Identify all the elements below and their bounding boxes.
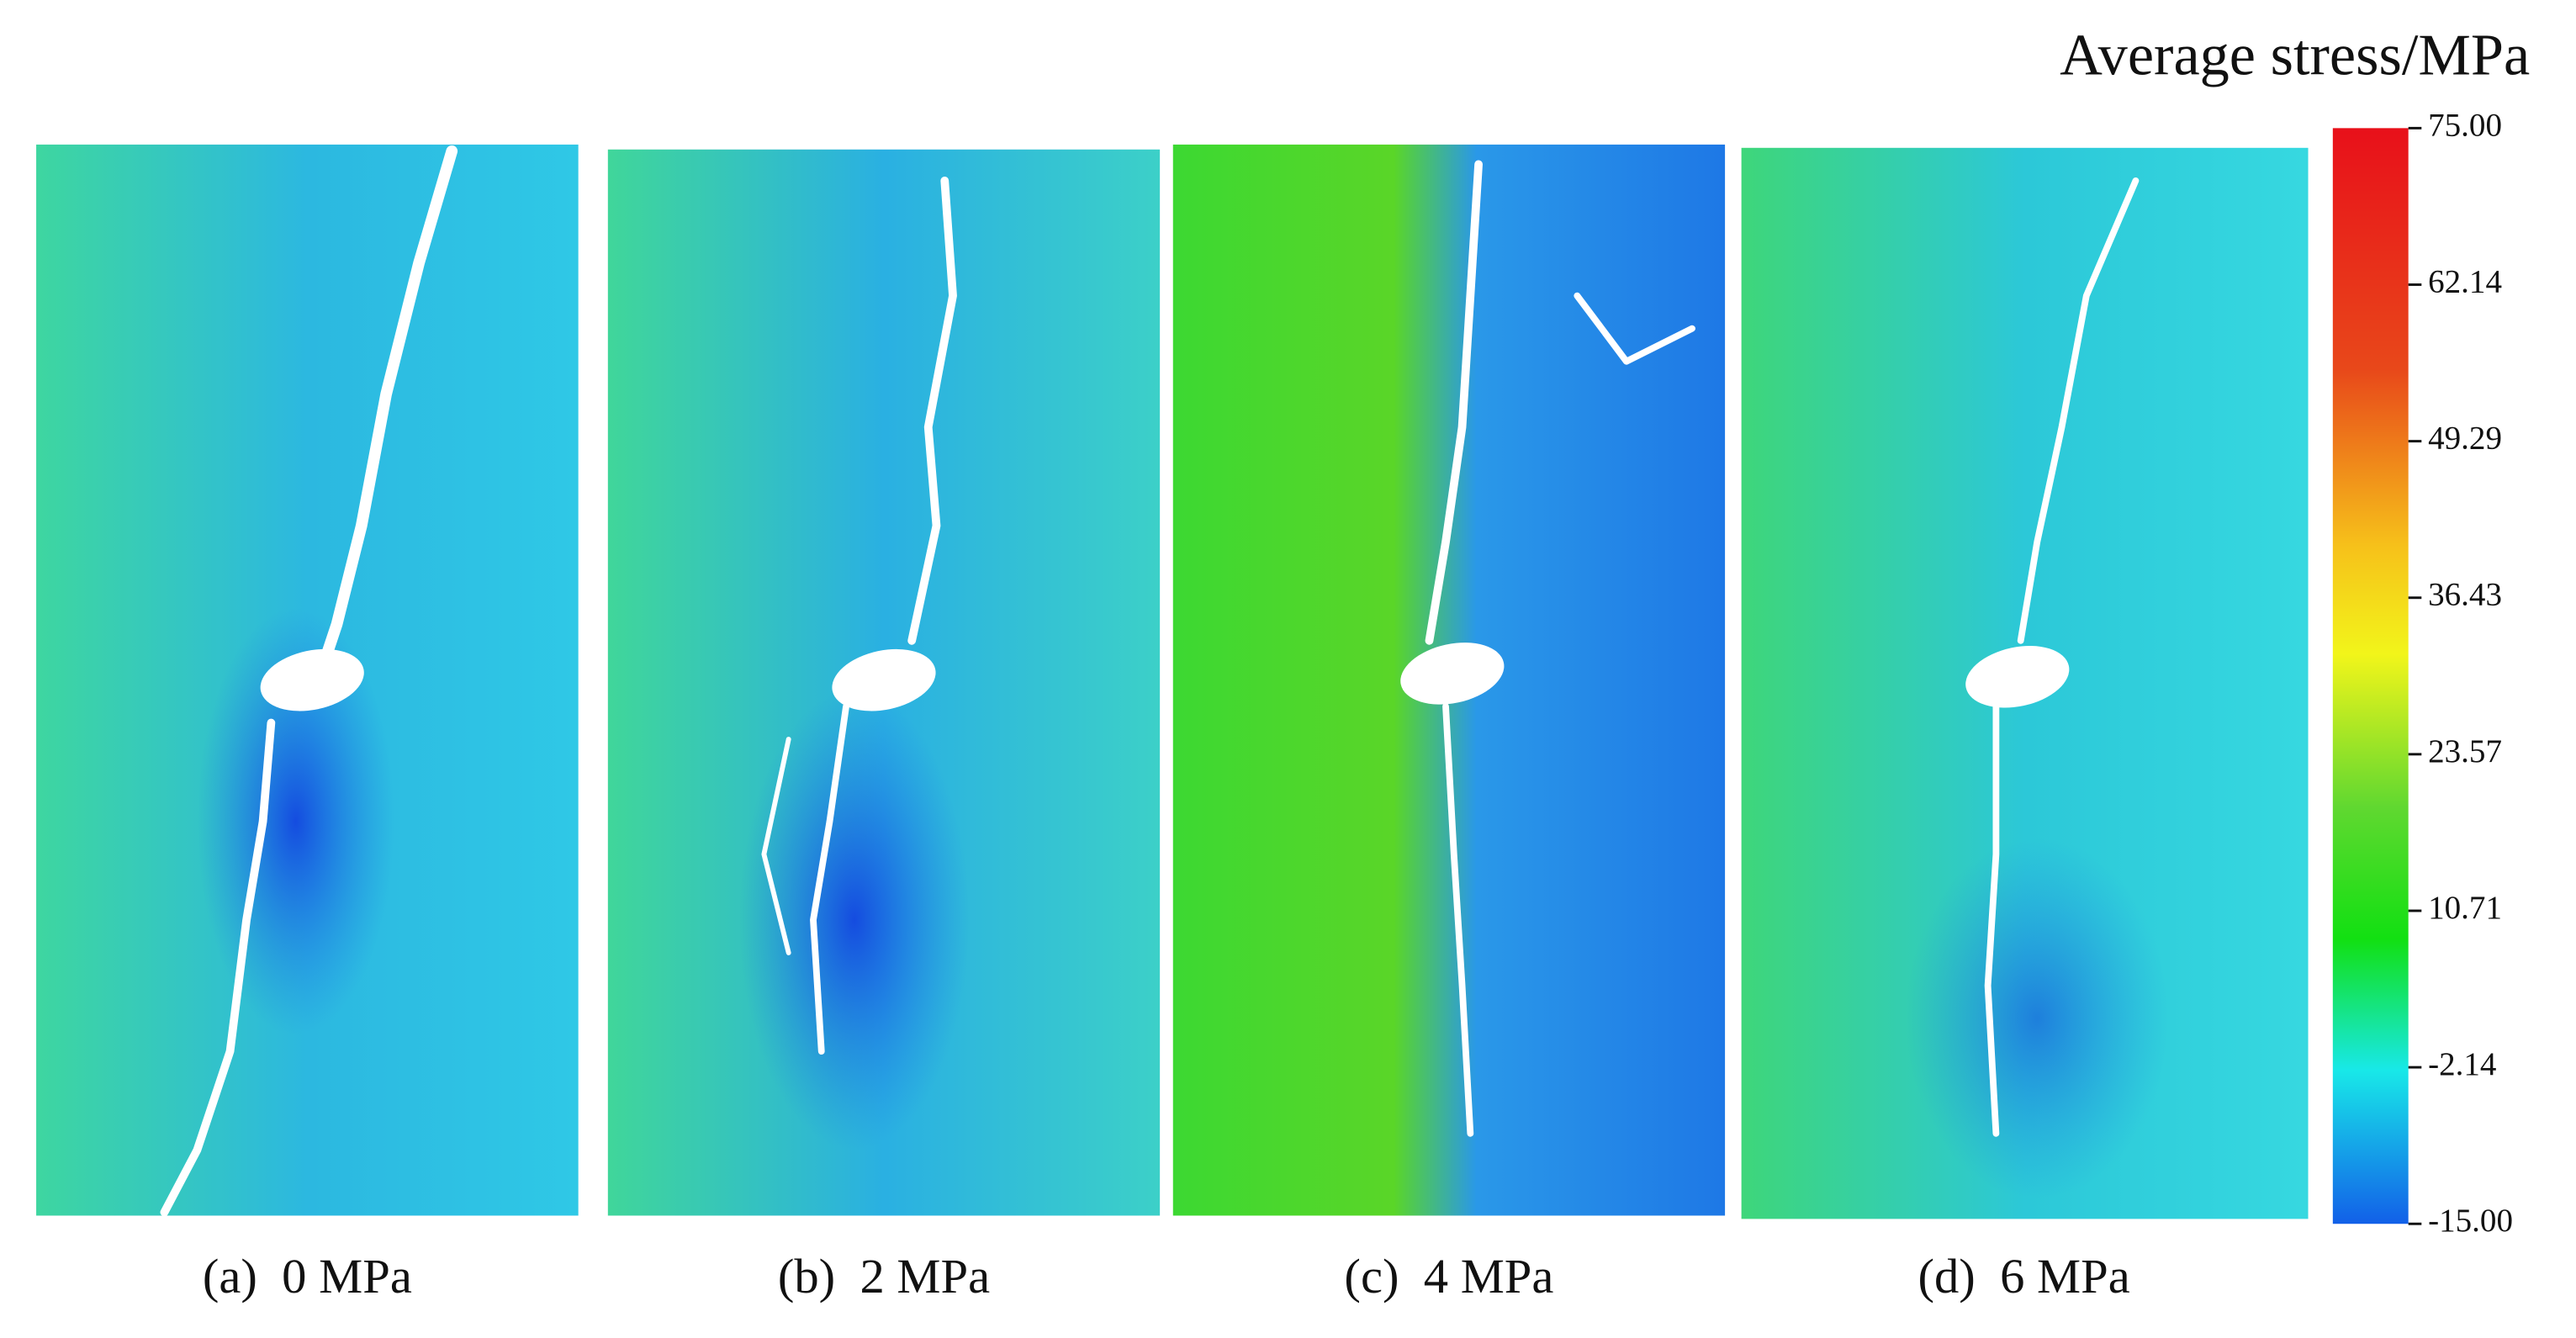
crack <box>761 737 791 955</box>
crack <box>1425 160 1483 645</box>
panel-caption: (a) 0 MPa <box>203 1249 412 1304</box>
panel-caption: (b) 2 MPa <box>778 1249 990 1304</box>
panel-d <box>1741 147 2309 1219</box>
colorbar-tick-label: -15.00 <box>2428 1203 2513 1239</box>
captions: (a) 0 MPa (b) 2 MPa (c) 4 MPa (d) 6 MPa <box>203 1249 2130 1304</box>
colorbar-ticks: 75.00 62.14 49.29 36.43 23.57 10.71 -2.14 -15.0… <box>2408 107 2513 1239</box>
colorbar-tick-label: -2.14 <box>2428 1046 2496 1082</box>
colorbar-tick-label: 62.14 <box>2428 263 2502 299</box>
panel-c <box>1172 144 1726 1216</box>
borehole <box>1965 646 2070 708</box>
borehole <box>1400 643 1505 705</box>
crack <box>1442 703 1474 1137</box>
panel-a <box>36 144 579 1217</box>
panel-caption: (d) 6 MPa <box>1917 1249 2129 1304</box>
low-stress-zone <box>1905 838 2169 1199</box>
colorbar-tick-label: 49.29 <box>2428 420 2502 457</box>
colorbar-tick-label: 23.57 <box>2428 733 2502 769</box>
crack <box>1984 703 2000 1137</box>
colorbar-tick-label: 36.43 <box>2428 577 2502 613</box>
borehole <box>832 648 936 711</box>
colorbar-tick-label: 75.00 <box>2428 107 2502 143</box>
crack <box>810 703 849 1055</box>
crack <box>315 145 458 680</box>
panel-b <box>607 149 1161 1216</box>
crack <box>1574 292 1695 365</box>
low-stress-zone <box>739 690 970 1150</box>
colorbar-title: Average stress/MPa <box>2060 22 2530 87</box>
crack <box>160 718 276 1217</box>
borehole <box>260 648 364 711</box>
panel-caption: (c) 4 MPa <box>1344 1249 1553 1304</box>
crack <box>2017 177 2140 644</box>
colorbar-tick-label: 10.71 <box>2428 890 2502 926</box>
crack <box>907 176 957 645</box>
colorbar <box>2332 128 2409 1224</box>
